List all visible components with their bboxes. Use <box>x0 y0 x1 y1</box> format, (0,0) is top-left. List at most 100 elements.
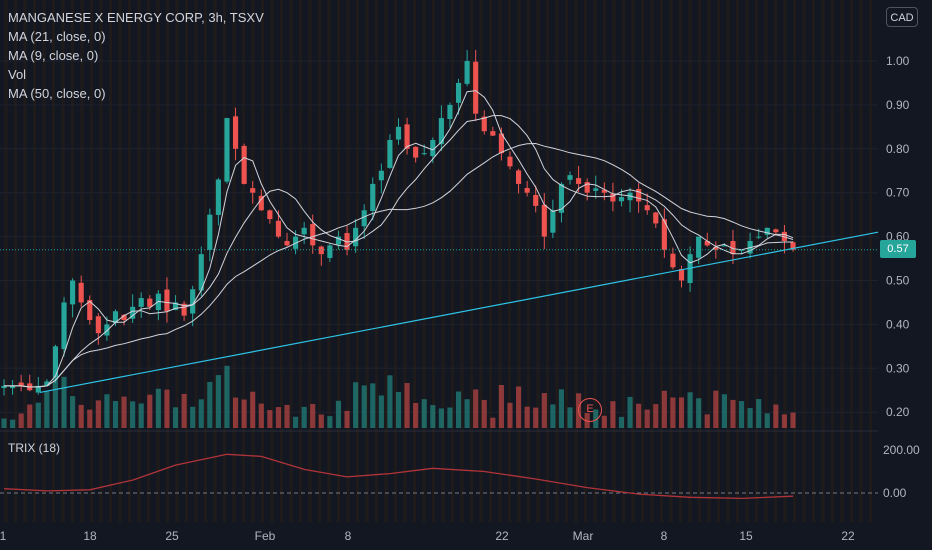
time-tick-label: 8 <box>345 529 352 543</box>
candle-body <box>353 227 359 247</box>
volume-bar <box>713 390 719 428</box>
volume-bar <box>35 402 41 428</box>
candle-body <box>670 253 676 268</box>
volume-bar <box>293 416 299 428</box>
candle-body <box>507 156 513 167</box>
candle-body <box>653 212 659 224</box>
candle-body <box>181 303 187 316</box>
time-tick-label: 18 <box>83 529 97 543</box>
volume-bar <box>155 388 161 428</box>
volume-bar <box>704 414 710 428</box>
candle-body <box>464 61 470 84</box>
volume-bar <box>172 407 179 428</box>
volume-bar <box>44 391 50 428</box>
volume-bar <box>610 401 616 428</box>
candle-body <box>267 210 273 220</box>
candle-body <box>10 385 16 389</box>
volume-bar <box>473 389 479 428</box>
volume-bar <box>515 386 522 428</box>
candle-body <box>198 254 204 291</box>
candle-body <box>558 183 565 213</box>
candle-body <box>481 116 487 132</box>
volume-bar <box>138 403 144 428</box>
candle-body <box>190 289 196 314</box>
candle-body <box>541 204 547 237</box>
candle-body <box>678 269 685 281</box>
volume-bar <box>696 398 702 428</box>
candle-body <box>704 240 710 246</box>
candle-body <box>404 124 410 149</box>
ma21-label[interactable]: MA (21, close, 0) <box>8 29 106 44</box>
volume-bar <box>533 407 539 428</box>
volume-bar <box>678 397 685 428</box>
price-tick-label: 0.30 <box>886 361 910 375</box>
candle-body <box>327 245 333 258</box>
candle-body <box>310 224 316 246</box>
candle-body <box>550 210 556 233</box>
volume-bar <box>490 417 496 428</box>
candle-body <box>224 118 230 182</box>
earnings-marker[interactable]: E <box>578 398 602 422</box>
volume-bar <box>661 390 667 428</box>
volume-bar <box>507 402 513 428</box>
trix-label[interactable]: TRIX (18) <box>8 441 61 455</box>
candle-body <box>773 229 779 233</box>
candle-body <box>438 118 444 145</box>
candle-body <box>490 131 496 136</box>
volume-bar <box>524 406 530 428</box>
candle-body <box>147 298 153 307</box>
price-tick-label: 0.90 <box>886 98 910 112</box>
volume-bar <box>112 400 119 428</box>
volume-bar <box>370 383 376 428</box>
volume-bar <box>10 419 16 428</box>
time-tick-label: 22 <box>841 529 855 543</box>
volume-bar <box>190 406 196 428</box>
price-tick-label: 0.50 <box>886 274 910 288</box>
volume-bar <box>481 399 487 428</box>
candle-body <box>121 314 127 321</box>
candle-body <box>576 178 582 184</box>
grid <box>0 0 878 522</box>
candle-body <box>78 282 84 303</box>
candle-body <box>258 195 264 211</box>
volume-bar <box>1 418 7 428</box>
volume-bar <box>327 416 333 428</box>
volume-bar <box>790 412 796 428</box>
candle-body <box>301 227 307 235</box>
candle-body <box>721 245 727 247</box>
candle-body <box>104 324 110 336</box>
volume-bar <box>301 406 307 428</box>
volume-bar <box>344 410 350 428</box>
symbol-title[interactable]: MANGANESE X ENERGY CORP, 3h, TSXV <box>8 10 264 25</box>
volume-bar <box>601 415 607 428</box>
volume-bar <box>52 373 59 428</box>
candle-body <box>284 240 290 246</box>
ma50-line <box>4 142 794 388</box>
time-tick-label: 25 <box>165 529 179 543</box>
ma9-line <box>4 90 794 388</box>
candle-body <box>636 188 642 202</box>
volume-bar <box>627 396 633 428</box>
candle-body <box>430 140 436 157</box>
candle-body <box>421 153 427 155</box>
volume-bar <box>198 399 204 428</box>
candle-body <box>413 146 419 158</box>
volume-bar <box>447 407 453 428</box>
candle-body <box>207 214 213 250</box>
time-tick-label: 22 <box>495 529 509 543</box>
volume-bar <box>395 391 402 428</box>
candle-body <box>713 247 719 250</box>
volume-bar <box>618 416 625 428</box>
ma50-label[interactable]: MA (50, close, 0) <box>8 86 106 101</box>
ma9-label[interactable]: MA (9, close, 0) <box>8 48 99 63</box>
candle-body <box>498 133 504 154</box>
price-tick-label: 0.80 <box>886 142 910 156</box>
currency-button[interactable]: CAD <box>886 7 918 27</box>
volume-bar <box>670 397 676 428</box>
candle-body <box>61 302 67 350</box>
volume-bar <box>550 404 556 428</box>
volume-bar <box>781 414 787 428</box>
candle-body <box>70 280 76 305</box>
vol-label[interactable]: Vol <box>8 67 27 82</box>
